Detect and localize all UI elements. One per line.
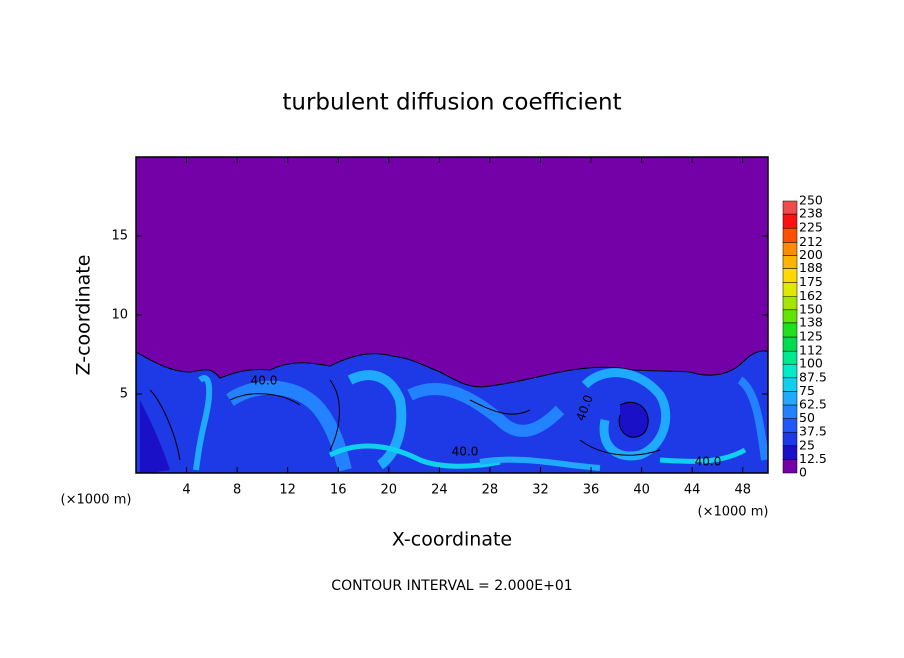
colorbar-label: 162 (799, 288, 823, 303)
colorbar-label: 12.5 (799, 451, 827, 466)
footer: CONTOUR INTERVAL = 2.000E+01 (331, 578, 572, 594)
colorbar-label: 138 (799, 314, 823, 329)
colorbar-bin (782, 459, 798, 474)
x-tick-label: 40 (633, 483, 650, 498)
y-tick-label: 5 (120, 387, 128, 402)
colorbar-label: 0 (799, 465, 807, 480)
colorbar-bin (782, 200, 798, 215)
colorbar-label: 25 (799, 437, 815, 452)
x-tick-label: 16 (330, 483, 347, 498)
colorbar-bin (782, 309, 798, 324)
colorbar-bin (782, 255, 798, 269)
x-tick-label: 8 (233, 483, 241, 498)
colorbar-label: 75 (799, 383, 815, 398)
colorbar-bin (782, 431, 798, 447)
colorbar-bin (782, 350, 798, 365)
colorbar-bin (782, 227, 798, 243)
colorbar-bin (782, 363, 798, 379)
x-tick-label: 28 (482, 483, 499, 498)
colorbar-label: 87.5 (799, 369, 827, 384)
y-tick-label: 15 (111, 229, 128, 244)
x-tick-label: 12 (279, 483, 296, 498)
colorbar-bin (782, 213, 798, 229)
colorbar-bin (782, 296, 798, 311)
contour-label: 40.0 (251, 374, 278, 388)
y-axis-label: Z-coordinate (73, 255, 95, 376)
colorbar-bin (782, 377, 798, 392)
colorbar-label: 100 (799, 356, 823, 371)
x-tick-label: 20 (381, 483, 398, 498)
colorbar-label: 150 (799, 301, 823, 316)
x-tick-label: 4 (182, 483, 190, 498)
colorbar-bin (782, 242, 798, 256)
colorbar-bin (782, 404, 798, 419)
colorbar-label: 225 (799, 220, 823, 235)
contour-label: 40.0 (695, 455, 722, 469)
chart-title: turbulent diffusion coefficient (282, 90, 621, 116)
colorbar-bin (782, 445, 798, 460)
contour-label: 40.0 (452, 445, 479, 459)
colorbar-label: 188 (799, 260, 823, 275)
field (136, 157, 768, 473)
x-tick-label: 24 (431, 483, 448, 498)
colorbar-label: 175 (799, 274, 823, 289)
colorbar-label: 200 (799, 247, 823, 262)
y-tick-label: 10 (111, 308, 128, 323)
x-tick-label: 32 (532, 483, 549, 498)
colorbar-bin (782, 322, 798, 338)
x-axis-label: X-coordinate (392, 529, 512, 551)
colorbar-label: 62.5 (799, 397, 827, 412)
colorbar-label: 37.5 (799, 424, 827, 439)
x-tick-label: 36 (583, 483, 600, 498)
y-unit-label: (×1000 m) (61, 493, 132, 508)
colorbar-label: 238 (799, 206, 823, 221)
colorbar-label: 125 (799, 329, 823, 344)
colorbar-bin (782, 282, 798, 297)
colorbar-bin (782, 268, 798, 283)
x-tick-label: 48 (734, 483, 751, 498)
colorbar-bin (782, 336, 798, 352)
x-tick-label: 44 (684, 483, 701, 498)
x-unit-label: (×1000 m) (698, 505, 769, 520)
colorbar-label: 50 (799, 410, 815, 425)
colorbar-label: 212 (799, 234, 823, 249)
colorbar-bin (782, 391, 798, 406)
colorbar-bin (782, 418, 798, 433)
colorbar-label: 250 (799, 193, 823, 208)
colorbar-label: 112 (799, 343, 823, 358)
